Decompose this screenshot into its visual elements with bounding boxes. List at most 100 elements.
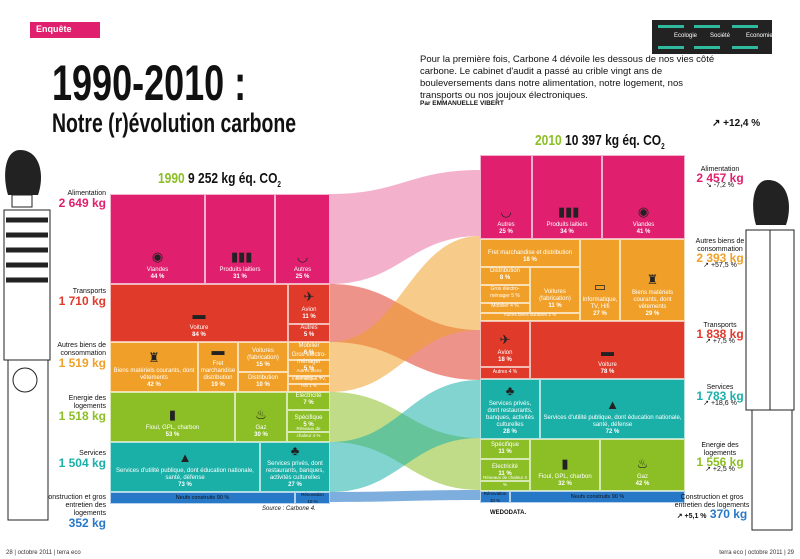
- change-transports: ↗ +7,5 %: [705, 338, 735, 345]
- cell-1990-renovation: Rénovation 10 %: [295, 492, 330, 504]
- total-change: ↗ +12,4 %: [712, 118, 761, 129]
- cell-2010-voiture: ▬ Voiture 78 %: [530, 321, 685, 379]
- cell-2010-neufs: Neufs construits 90 %: [510, 491, 685, 503]
- change-services: ↗ +18,6 %: [703, 400, 737, 407]
- cell-2010-voitures-fab: Voitures (fabrication) 11 %: [530, 267, 580, 313]
- cell-2010-biens-durables: Autres biens durables 2 %: [480, 312, 580, 321]
- services-icon: ▲: [178, 450, 192, 465]
- cell-2010-services-prives: ♣ Services privés, dont restaurants, banq…: [480, 379, 540, 439]
- label-2010-alimentation: Alimentation 2 457 kg ↘ -7,2 %: [696, 166, 744, 189]
- cell-1990-reseaux: Réseaux de chaleur 4 %: [287, 426, 330, 442]
- intro-text: Pour la première fois, Carbone 4 dévoile…: [420, 54, 715, 101]
- label-1990-transports: Transports 1 710 kg: [58, 288, 106, 308]
- cell-2010-viandes: ◉ Viandes 41 %: [602, 155, 685, 239]
- cell-1990-autres-transp: Autres 5 %: [288, 324, 330, 342]
- cell-2010-gaz: ♨ Gaz 42 %: [600, 439, 685, 491]
- cell-2010-services-publics: ▲ Services d'utilité publique, dont éduca…: [540, 379, 685, 439]
- label-2010-services: Services 1 783 kg ↗ +18,6 %: [696, 384, 744, 407]
- cell-2010-distribution: Distribution 8 %: [480, 267, 530, 285]
- cell-1990-services-prives: ♣ Services privés, dont restaurants, banq…: [260, 442, 330, 492]
- label-1990-construction: Construction et gros entretien des logem…: [43, 494, 106, 530]
- cell-1990-distribution: Distribution 10 %: [238, 372, 288, 392]
- plane-icon: ✈: [499, 332, 511, 347]
- label-1990-services: Services 1 504 kg: [58, 450, 106, 470]
- page-subtitle: Notre (r)évolution carbone: [52, 108, 297, 138]
- plane-icon: ✈: [303, 289, 315, 304]
- cell-1990-electromenager: Gros électro-ménager 5 %: [288, 352, 330, 376]
- truck-icon: ▬: [211, 343, 225, 358]
- change-alimentation: ↘ -7,2 %: [705, 182, 735, 189]
- credit: WEDODATA.: [490, 510, 527, 516]
- source-note: Source : Carbone 4.: [262, 506, 316, 512]
- cell-2010-biens: ♜ Biens matériels courants, dont vêtement…: [620, 239, 685, 321]
- label-2010-transports: Transports 1 838 kg ↗ +7,5 %: [696, 322, 744, 345]
- byline: Par EMMANUELLE VIBERT: [420, 100, 504, 107]
- banana-icon: ◡: [500, 204, 512, 219]
- label-1990-autres-biens: Autres biens de consommation 1 519 kg: [57, 342, 106, 370]
- change-construction: ↗ +5,1 %: [676, 513, 707, 520]
- car-icon: ▬: [192, 307, 206, 322]
- cell-1990-laitiers: ▮▮▮ Produits laitiers 31 %: [205, 194, 275, 284]
- header-1990: 1990 9 252 kg éq. CO2: [158, 170, 281, 189]
- change-autres-biens: ↗ +57,5 %: [703, 262, 737, 269]
- cell-2010-laitiers: ▮▮▮ Produits laitiers 34 %: [532, 155, 602, 239]
- page-title: 1990-2010 :: [52, 55, 247, 111]
- flame-icon: ♨: [636, 456, 649, 471]
- theme-economie: Economie: [746, 33, 773, 39]
- cell-2010-electricite: Electricité 11 %: [480, 459, 530, 481]
- theme-societe: Société: [710, 33, 731, 39]
- cell-2010-fret: Fret marchandise et distribution 18 %: [480, 239, 580, 267]
- cell-1990-fioul: ▮ Fioul, GPL, charbon 53 %: [110, 392, 235, 442]
- cell-1990-autres-alim: ◡ Autres 25 %: [275, 194, 330, 284]
- cell-2010-autres-alim: ◡ Autres 25 %: [480, 155, 532, 239]
- cell-2010-electromenager: Gros électro-ménager 5 %: [480, 285, 530, 303]
- cell-1990-biens: ♜ Biens matériels courants, dont vêtement…: [110, 342, 198, 392]
- footer-right: terra eco | octobre 2011 | 29: [719, 550, 794, 556]
- cell-2010-renovation: Rénovation 10 %: [480, 491, 510, 503]
- tv-icon: ▭: [593, 279, 607, 294]
- meat-icon: ◉: [151, 249, 164, 264]
- cell-1990-informatique: Informatique, TV, Hifi 1 %: [288, 376, 330, 392]
- blocks-1990: ◉ Viandes 44 % ▮▮▮ Produits laitiers 31 % ◡ A…: [110, 194, 330, 504]
- cell-1990-electricite: Electricité 7 %: [287, 392, 330, 410]
- label-2010-construction: Construction et gros entretien des logem…: [674, 494, 750, 521]
- theme-bar: Ecologie Société Economie: [652, 20, 773, 54]
- cell-1990-voitures-fab: Voitures (fabrication) 15 %: [238, 342, 288, 372]
- cell-1990-mobilier: Mobilier 6 %: [288, 342, 330, 360]
- flame-icon: ♨: [255, 407, 267, 422]
- label-1990-alimentation: Alimentation 2 649 kg: [58, 190, 106, 210]
- cell-1990-services-publics: ▲ Services d'utilité publique, dont éduca…: [110, 442, 260, 492]
- label-2010-energie: Energie des logements 1 556 kg ↗ +2,5 %: [696, 442, 744, 473]
- label-1990-energie: Energie des logements 1 518 kg: [58, 395, 106, 423]
- cell-1990-gaz: ♨ Gaz 30 %: [235, 392, 287, 442]
- shirt-icon: ♜: [148, 350, 160, 365]
- change-energie: ↗ +2,5 %: [705, 466, 735, 473]
- blocks-2010: ◡ Autres 25 % ▮▮▮ Produits laitiers 34 % ◉ Vi…: [480, 155, 685, 505]
- car-icon: ▬: [601, 344, 614, 359]
- cell-2010-informatique: ▭ Informatique, TV, Hifi 27 %: [580, 239, 620, 321]
- milk-icon: ▮▮▮: [231, 249, 253, 264]
- france-icon: ▲: [606, 397, 619, 412]
- cell-1990-fret: ▬ Fret marchandise distribution 19 %: [198, 342, 238, 392]
- cell-2010-avion: ✈ Avion 18 %: [480, 321, 530, 367]
- cell-1990-biens-durables: Autres biens durables 2 %: [288, 368, 330, 384]
- woman-illustration-left: [3, 150, 51, 521]
- barrel-icon: ▮: [168, 407, 177, 422]
- cell-1990-neufs: Neufs construits 90 %: [110, 492, 295, 504]
- cell-2010-specifique: Spécifique 11 %: [480, 439, 530, 459]
- banana-icon: ◡: [296, 249, 309, 264]
- cell-2010-fioul: ▮ Fioul, GPL, charbon 32 %: [530, 439, 600, 491]
- cell-1990-avion: ✈ Avion 11 %: [288, 284, 330, 324]
- cell-1990-specifique: Spécifique 5 %: [287, 410, 330, 432]
- section-tag: Enquête: [30, 22, 100, 38]
- cell-1990-viandes: ◉ Viandes 44 %: [110, 194, 205, 284]
- header-2010: 2010 10 397 kg éq. CO2: [535, 132, 665, 151]
- label-2010-autres-biens: Autres biens de consommation 2 393 kg ↗ +5…: [695, 238, 745, 269]
- dining-icon: ♣: [290, 443, 300, 458]
- barrel-icon: ▮: [561, 456, 569, 471]
- meat-icon: ◉: [637, 204, 650, 219]
- flow-ribbons: [330, 170, 480, 502]
- cell-1990-voiture: ▬ Voiture 84 %: [110, 284, 288, 342]
- cell-2010-mobilier: Mobilier 4 %: [480, 303, 530, 313]
- shirt-icon: ♜: [646, 272, 659, 287]
